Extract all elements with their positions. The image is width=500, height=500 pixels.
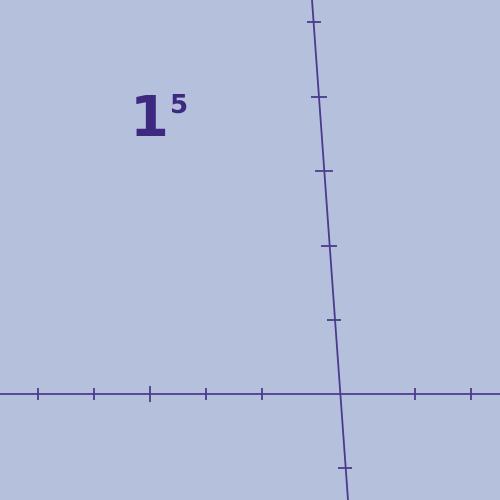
expression-base: 1 [130,85,169,150]
y-axis [311,0,349,500]
x-axis-ticks [37,386,472,402]
expression-exponent: 5 [170,90,189,120]
power-expression: 1 5 [130,90,188,146]
y-axis-ticks [307,21,352,469]
